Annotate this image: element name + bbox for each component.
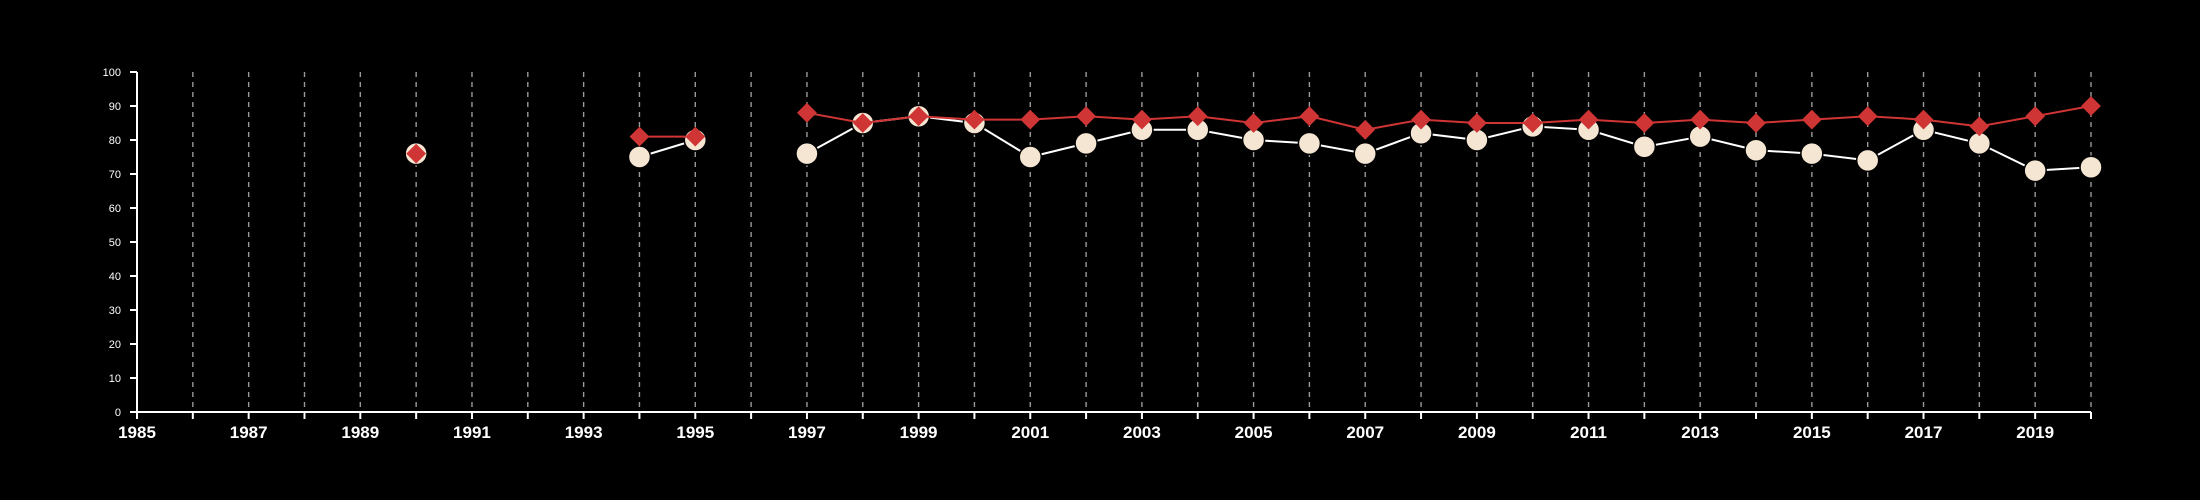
data-point-circle bbox=[1074, 131, 1098, 156]
data-point-diamond bbox=[1355, 119, 1376, 140]
data-point-diamond bbox=[1746, 113, 1766, 133]
x-tick-label: 1999 bbox=[900, 423, 938, 442]
data-point-diamond bbox=[1187, 106, 1208, 127]
y-tick-label: 60 bbox=[109, 203, 121, 215]
x-tick-label: 1995 bbox=[676, 423, 714, 442]
data-point-diamond bbox=[1634, 113, 1655, 133]
y-tick-label: 20 bbox=[109, 339, 121, 351]
data-point-circle bbox=[627, 145, 652, 169]
y-tick-label: 50 bbox=[109, 237, 121, 249]
data-point-diamond bbox=[1411, 109, 1431, 130]
x-tick-label: 1993 bbox=[565, 423, 603, 442]
grid-lines bbox=[192, 72, 2092, 412]
data-point-diamond bbox=[1243, 113, 1264, 133]
x-tick-label: 2003 bbox=[1123, 423, 1161, 442]
data-point-circle bbox=[1800, 141, 1824, 166]
y-tick-label: 90 bbox=[109, 101, 121, 113]
x-tick-label: 2011 bbox=[1570, 423, 1607, 442]
data-point-circle bbox=[2079, 155, 2103, 179]
data-point-circle bbox=[2023, 158, 2047, 183]
x-tick-label: 1985 bbox=[118, 423, 156, 442]
series-layer bbox=[404, 96, 2103, 183]
y-tick-label: 40 bbox=[109, 271, 121, 283]
y-tick-label: 80 bbox=[109, 135, 121, 147]
data-point-diamond bbox=[1690, 109, 1711, 130]
x-tick-label: 2015 bbox=[1793, 423, 1831, 442]
x-tick-label: 1989 bbox=[341, 423, 379, 442]
data-point-circle bbox=[1744, 138, 1768, 162]
data-point-diamond bbox=[1801, 109, 1822, 130]
data-point-diamond bbox=[629, 126, 650, 147]
data-point-diamond bbox=[1913, 109, 1934, 130]
data-point-diamond bbox=[1578, 109, 1599, 130]
data-point-diamond bbox=[1132, 109, 1152, 130]
x-tick-label: 2001 bbox=[1011, 423, 1049, 442]
data-point-circle bbox=[795, 141, 819, 166]
data-point-circle bbox=[1018, 145, 1043, 169]
data-point-diamond bbox=[1522, 113, 1543, 133]
data-point-diamond bbox=[1299, 106, 1320, 127]
x-tick-label: 1987 bbox=[230, 423, 268, 442]
y-tick-label: 70 bbox=[109, 169, 121, 181]
x-tick-label: 1991 bbox=[453, 423, 491, 442]
data-point-diamond bbox=[1466, 113, 1487, 133]
x-tick-label: 2019 bbox=[2016, 423, 2054, 442]
data-point-circle bbox=[1297, 131, 1322, 156]
x-tick-label: 1997 bbox=[788, 423, 826, 442]
y-tick-label: 10 bbox=[109, 373, 121, 385]
y-tick-label: 0 bbox=[115, 407, 121, 419]
series-line bbox=[806, 105, 2092, 131]
data-point-diamond bbox=[406, 143, 427, 164]
data-point-circle bbox=[1855, 148, 1880, 173]
data-point-diamond bbox=[2081, 96, 2101, 116]
x-tick-label: 2009 bbox=[1458, 423, 1496, 442]
data-point-diamond bbox=[1076, 106, 1096, 127]
y-tick-label: 100 bbox=[103, 67, 121, 79]
series-line bbox=[806, 115, 2092, 172]
data-point-circle bbox=[1632, 135, 1657, 159]
x-tick-label: 2013 bbox=[1681, 423, 1719, 442]
data-point-diamond bbox=[2025, 106, 2046, 127]
x-tick-label: 2005 bbox=[1235, 423, 1273, 442]
x-tick-label: 2017 bbox=[1905, 423, 1943, 442]
x-tick-label: 2007 bbox=[1346, 423, 1384, 442]
data-point-diamond bbox=[797, 102, 817, 123]
data-point-circle bbox=[1353, 141, 1377, 166]
data-point-diamond bbox=[1020, 109, 1041, 130]
data-point-diamond bbox=[1857, 106, 1878, 127]
y-tick-label: 30 bbox=[109, 305, 121, 317]
data-point-diamond bbox=[1969, 116, 1990, 137]
axes: 0 10 20 30 40 50 60 70 80 90 100 1985 1987 1989 1991 19… bbox=[103, 67, 2092, 442]
